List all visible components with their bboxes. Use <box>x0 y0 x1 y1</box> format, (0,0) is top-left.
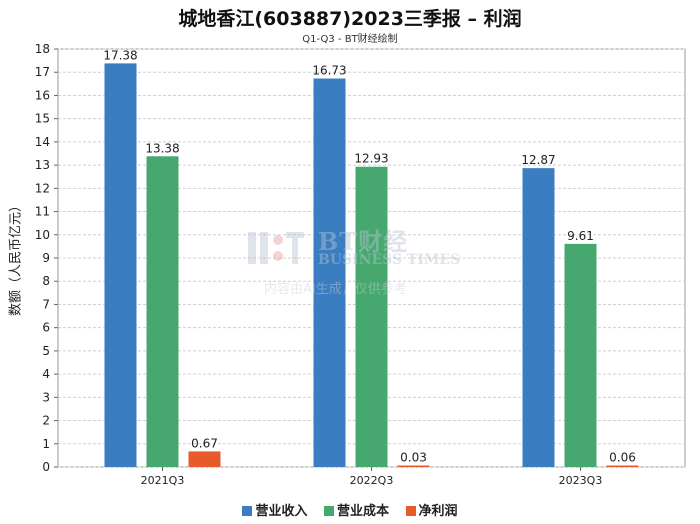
y-tick-label: 15 <box>35 112 50 126</box>
data-label: 17.38 <box>103 48 137 62</box>
data-label: 12.87 <box>521 153 555 167</box>
y-tick-label: 12 <box>35 181 50 195</box>
bar-2022Q3-2 <box>397 465 430 467</box>
y-tick-label: 16 <box>35 88 50 102</box>
y-tick-label: 4 <box>42 367 50 381</box>
data-label: 0.03 <box>400 451 427 465</box>
y-axis-label: 数额（人民币亿元） <box>8 199 24 317</box>
bar-2022Q3-0 <box>313 78 346 468</box>
bar-2021Q3-2 <box>188 451 221 467</box>
legend-swatch-revenue <box>242 506 253 516</box>
y-tick-label: 11 <box>35 205 50 219</box>
bar-2023Q3-0 <box>522 168 555 467</box>
y-tick-label: 2 <box>42 414 50 428</box>
bt-logo-icon <box>248 232 304 264</box>
data-label: 9.61 <box>567 229 594 243</box>
y-tick-label: 1 <box>42 437 50 451</box>
y-tick-label: 7 <box>42 297 50 311</box>
y-tick-label: 6 <box>42 321 50 335</box>
legend-item-cost[interactable]: 营业成本 <box>323 500 389 519</box>
bar-2023Q3-2 <box>606 465 639 467</box>
y-tick-label: 3 <box>42 390 50 404</box>
chart-title: 城地香江(603887)2023三季报 – 利润 <box>178 8 522 30</box>
legend-swatch-profit <box>405 506 416 516</box>
y-tick-label: 9 <box>42 251 50 265</box>
legend-item-profit[interactable]: 净利润 <box>405 500 458 519</box>
data-label: 12.93 <box>354 152 388 166</box>
data-label: 13.38 <box>145 141 179 155</box>
y-tick-label: 10 <box>35 228 50 242</box>
watermark-brand: BT财经 <box>318 227 409 256</box>
data-label: 16.73 <box>312 63 346 77</box>
y-tick-label: 8 <box>42 274 50 288</box>
data-label: 0.67 <box>191 436 218 450</box>
watermark-disclaimer: 内容由AI生成，仅供参考 <box>264 282 407 297</box>
legend-item-revenue[interactable]: 营业收入 <box>242 500 307 519</box>
x-tick-label: 2022Q3 <box>350 474 394 487</box>
x-tick-label: 2021Q3 <box>141 474 185 487</box>
bar-2021Q3-1 <box>146 156 179 467</box>
bar-2023Q3-1 <box>564 243 597 467</box>
y-tick-label: 0 <box>42 460 50 474</box>
y-tick-label: 13 <box>35 158 50 172</box>
chart-subtitle: Q1-Q3 - BT财经绘制 <box>302 34 398 45</box>
y-tick-label: 5 <box>42 344 50 358</box>
x-tick-label: 2023Q3 <box>559 474 603 487</box>
y-tick-label: 18 <box>35 42 50 56</box>
data-label: 0.06 <box>609 451 636 465</box>
y-tick-label: 14 <box>35 135 50 149</box>
legend: 营业收入 营业成本 净利润 <box>0 500 700 519</box>
bar-2021Q3-0 <box>104 63 137 468</box>
watermark-english: BUSINESS TIMES <box>318 252 461 268</box>
bar-2022Q3-1 <box>355 166 388 467</box>
legend-label-cost: 营业成本 <box>336 504 389 519</box>
legend-label-revenue: 营业收入 <box>255 504 308 519</box>
watermark: BT财经 BUSINESS TIMES 内容由AI生成，仅供参考 <box>246 222 466 302</box>
y-tick-label: 17 <box>35 65 50 79</box>
legend-label-profit: 净利润 <box>418 504 458 519</box>
legend-swatch-cost <box>323 506 334 516</box>
